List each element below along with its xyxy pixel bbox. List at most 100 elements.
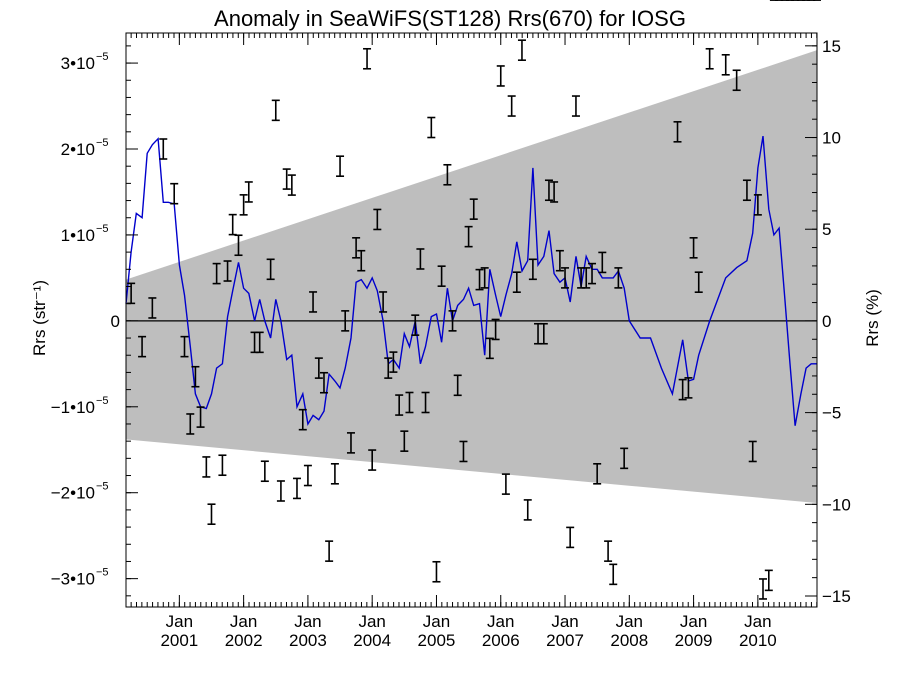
x-tick-label-month: Jan (551, 612, 578, 631)
y-left-tick-exponent: −5 (96, 395, 109, 407)
error-bar (352, 237, 361, 259)
error-bar (416, 248, 425, 270)
error-bar (496, 65, 505, 87)
x-tick-label-year: 2004 (353, 631, 391, 650)
error-bar (271, 99, 280, 122)
error-bar (260, 460, 269, 483)
y-right-tick-label: −10 (822, 495, 851, 514)
y-left-tick-label: −3•10 (51, 570, 95, 589)
error-bar (453, 374, 462, 397)
error-bar (678, 378, 687, 401)
y-right-tick-label: −15 (822, 587, 851, 606)
y-left-tick-label: −1•10 (51, 398, 95, 417)
y-left-tick-exponent: −5 (96, 567, 109, 579)
error-bar (517, 39, 526, 61)
error-bar (550, 181, 559, 203)
error-bar (432, 560, 441, 583)
x-tick-label-month: Jan (616, 612, 643, 631)
x-tick-label-month: Jan (487, 612, 514, 631)
error-bar (485, 337, 494, 360)
error-bar (191, 365, 200, 388)
error-bar (571, 95, 580, 117)
y-axis-right-label: Rrs (%) (863, 289, 882, 347)
y-left-tick-label: 0 (111, 312, 120, 331)
error-bar (705, 47, 714, 70)
error-bar (303, 464, 312, 487)
x-tick-label-year: 2002 (225, 631, 263, 650)
error-bar (325, 540, 334, 562)
error-bar (759, 578, 768, 600)
error-bar (464, 225, 473, 248)
y-left-tick-label: −2•10 (51, 484, 95, 503)
error-bar (309, 291, 318, 313)
error-bar (228, 213, 237, 236)
y-right-tick-label: 0 (822, 312, 831, 331)
error-bar (480, 267, 489, 289)
error-bar (346, 432, 355, 454)
error-bar (748, 440, 757, 463)
error-bar (336, 155, 345, 177)
error-bar (475, 268, 484, 291)
x-tick-label-year: 2009 (675, 631, 713, 650)
error-bar (491, 318, 500, 341)
x-tick-label-year: 2007 (546, 631, 584, 650)
x-tick-label-month: Jan (423, 612, 450, 631)
y-left-tick-label: 1•10 (61, 226, 95, 245)
error-bar (218, 454, 227, 477)
error-bar (255, 331, 264, 354)
x-tick-label-month: Jan (294, 612, 321, 631)
error-bar (684, 377, 693, 399)
error-bar (427, 116, 436, 139)
error-bar (609, 563, 618, 586)
y-left-tick-exponent: −5 (96, 223, 109, 235)
error-bar (379, 291, 388, 313)
error-bar (319, 371, 328, 394)
uncertainty-band-layer (126, 50, 817, 504)
error-bar (341, 310, 350, 332)
error-bar (368, 449, 377, 471)
error-bar (566, 526, 575, 549)
error-bar (555, 249, 564, 272)
error-bar (196, 406, 205, 428)
anomaly-line-layer (125, 135, 817, 426)
error-bar (459, 440, 468, 463)
error-bar (400, 430, 409, 452)
error-bar (501, 473, 510, 495)
error-bar (614, 267, 623, 289)
error-bar (593, 463, 602, 485)
error-bar (673, 121, 682, 143)
error-bar (604, 540, 613, 562)
error-bar (528, 258, 537, 281)
error-bar (207, 503, 216, 525)
error-bar (389, 351, 398, 373)
error-bar (170, 182, 179, 205)
error-bar (405, 391, 414, 414)
plot-frame (125, 32, 818, 608)
error-bar (212, 262, 221, 285)
error-bar (159, 138, 168, 160)
error-bar (512, 271, 521, 293)
x-tick-label-year: 2003 (289, 631, 327, 650)
x-tick-label-month: Jan (358, 612, 385, 631)
error-bar (753, 194, 762, 216)
error-bar (395, 394, 404, 416)
error-bar (287, 174, 296, 196)
error-bar (234, 234, 243, 257)
y-axis-left-label: Rrs (str⁻¹) (30, 280, 49, 356)
anomaly-line (125, 135, 817, 426)
y-right-tick-label: −5 (822, 404, 841, 423)
x-tick-label-month: Jan (166, 612, 193, 631)
error-bar (507, 95, 516, 117)
error-bar (469, 198, 478, 220)
error-bar (539, 322, 548, 345)
error-bar (148, 297, 157, 319)
error-bar (298, 408, 307, 431)
error-bar (732, 69, 741, 92)
error-bar (363, 47, 372, 70)
error-bar (180, 335, 189, 358)
error-bar (266, 258, 275, 281)
x-tick-label-year: 2005 (418, 631, 456, 650)
error-bar (138, 335, 147, 358)
y-right-tick-label: 5 (822, 220, 831, 239)
